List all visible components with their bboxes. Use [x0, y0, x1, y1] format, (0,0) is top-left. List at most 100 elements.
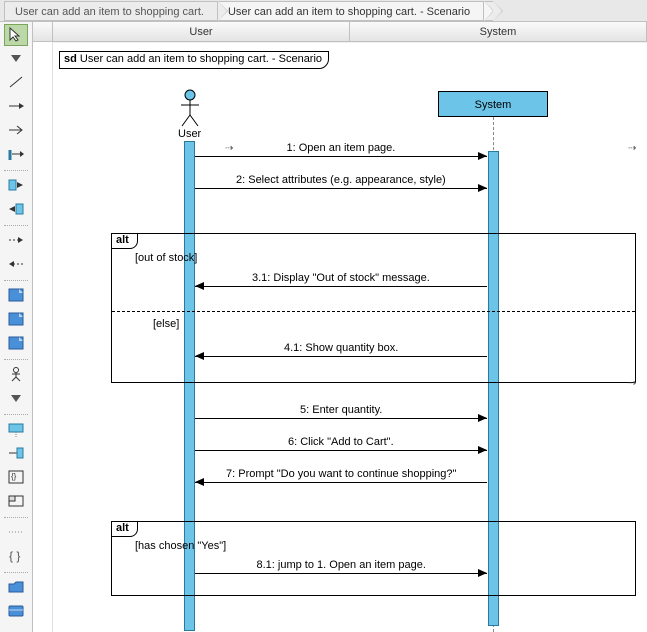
canvas-gutter	[33, 42, 53, 632]
guard-condition: [else]	[153, 318, 179, 330]
pointer-icon	[7, 26, 25, 45]
message-label: 8.1: jump to 1. Open an item page.	[257, 559, 426, 571]
dashed-left-icon	[7, 256, 25, 275]
actor-icon	[179, 89, 201, 127]
tool-destroy-tool[interactable]	[4, 443, 28, 465]
arrowhead-icon	[478, 414, 487, 422]
tool-dashed-right[interactable]	[4, 230, 28, 252]
dotted-1-icon	[7, 524, 25, 543]
tool-separator	[4, 572, 28, 573]
arrowhead-icon	[478, 569, 487, 577]
tool-line-tool[interactable]	[4, 72, 28, 94]
tool-note-blue-1[interactable]	[4, 285, 28, 307]
ref-tool-icon	[7, 493, 25, 512]
message-line[interactable]	[195, 450, 487, 451]
message-label: 7: Prompt "Do you want to continue shopp…	[226, 468, 456, 480]
note-blue-2-icon	[7, 311, 25, 330]
anchor-icon: ⇢	[225, 143, 233, 154]
anchor-icon: ⇢	[628, 378, 636, 389]
tool-ref-tool[interactable]	[4, 491, 28, 513]
message-line[interactable]	[195, 286, 487, 287]
card-blue-icon	[7, 603, 25, 622]
note-blue-3-icon	[7, 335, 25, 354]
tool-braces[interactable]: { }	[4, 546, 28, 568]
arrow-tool-icon	[7, 98, 25, 117]
message-label: 4.1: Show quantity box.	[284, 342, 398, 354]
message-line[interactable]	[195, 188, 487, 189]
open-arrow-icon	[7, 122, 25, 141]
lane-header-system[interactable]: System	[350, 22, 647, 41]
tool-separator	[4, 170, 28, 171]
frame-enter-icon	[7, 177, 25, 196]
tool-frame-enter[interactable]	[4, 175, 28, 197]
message-tool-icon	[7, 146, 25, 165]
message-line[interactable]	[195, 482, 487, 483]
triangle-down-icon	[7, 50, 25, 69]
arrowhead-icon	[195, 282, 204, 290]
tool-separator	[4, 225, 28, 226]
message-line[interactable]	[195, 418, 487, 419]
lane-header-row: User System	[33, 22, 647, 42]
guard-condition: [out of stock]	[135, 252, 197, 264]
message-line[interactable]	[195, 356, 487, 357]
tool-separator	[4, 517, 28, 518]
anchor-icon: ⇢	[628, 143, 636, 154]
tool-open-arrow[interactable]	[4, 120, 28, 142]
lane-corner	[33, 22, 53, 41]
tool-folder-blue[interactable]	[4, 577, 28, 599]
actor-user-label: User	[178, 128, 201, 140]
line-tool-icon	[7, 74, 25, 93]
guard-condition: [has chosen "Yes"]	[135, 540, 226, 552]
tool-actor-tool[interactable]	[4, 364, 28, 386]
frame-title-text: User can add an item to shopping cart. -…	[80, 53, 322, 65]
tool-pointer[interactable]	[4, 24, 28, 46]
actor-user[interactable]: User	[178, 89, 201, 140]
lifeline-box-icon	[7, 421, 25, 440]
frame-prefix: sd	[64, 53, 77, 65]
lane-header-user[interactable]: User	[53, 22, 350, 41]
message-line[interactable]	[195, 156, 487, 157]
actor-tool-icon	[7, 366, 25, 385]
tool-triangle-down-2[interactable]	[4, 388, 28, 410]
braces-icon: { }	[7, 548, 25, 567]
destroy-tool-icon	[7, 445, 25, 464]
tool-card-blue[interactable]	[4, 601, 28, 623]
tool-lifeline-box[interactable]	[4, 419, 28, 441]
diagram-frame-title: sd User can add an item to shopping cart…	[59, 51, 329, 69]
tool-frame-exit[interactable]	[4, 199, 28, 221]
tool-triangle-down[interactable]	[4, 48, 28, 70]
arrowhead-icon	[195, 352, 204, 360]
message-line[interactable]	[195, 573, 487, 574]
tool-dashed-left[interactable]	[4, 254, 28, 276]
tool-arrow-tool[interactable]	[4, 96, 28, 118]
arrowhead-icon	[478, 184, 487, 192]
message-label: 1: Open an item page.	[287, 142, 396, 154]
triangle-down-2-icon	[7, 390, 25, 409]
tool-note-blue-2[interactable]	[4, 309, 28, 331]
arrowhead-icon	[195, 478, 204, 486]
svg-text:{}: {}	[11, 472, 17, 481]
arrowhead-icon	[478, 446, 487, 454]
breadcrumb-item[interactable]: User can add an item to shopping cart.	[4, 1, 218, 21]
fragment-operator: alt	[111, 521, 138, 537]
tool-combined-fragment[interactable]: {}	[4, 467, 28, 489]
svg-text:{ }: { }	[9, 549, 20, 563]
object-system-label: System	[475, 99, 512, 111]
arrowhead-icon	[478, 152, 487, 160]
toolbox: {} { }	[0, 22, 33, 632]
tool-message-tool[interactable]	[4, 144, 28, 166]
message-label: 3.1: Display "Out of stock" message.	[252, 272, 430, 284]
breadcrumb: User can add an item to shopping cart. U…	[0, 0, 647, 22]
diagram-canvas[interactable]: sd User can add an item to shopping cart…	[53, 43, 647, 632]
object-system[interactable]: System	[438, 91, 548, 117]
breadcrumb-item[interactable]: User can add an item to shopping cart. -…	[217, 1, 484, 21]
tool-separator	[4, 414, 28, 415]
message-label: 2: Select attributes (e.g. appearance, s…	[236, 174, 446, 186]
tool-note-blue-3[interactable]	[4, 333, 28, 355]
fragment-separator	[112, 311, 635, 312]
tool-separator	[4, 280, 28, 281]
note-blue-1-icon	[7, 287, 25, 306]
folder-blue-icon	[7, 579, 25, 598]
tool-dotted-1[interactable]	[4, 522, 28, 544]
message-label: 5: Enter quantity.	[300, 404, 382, 416]
